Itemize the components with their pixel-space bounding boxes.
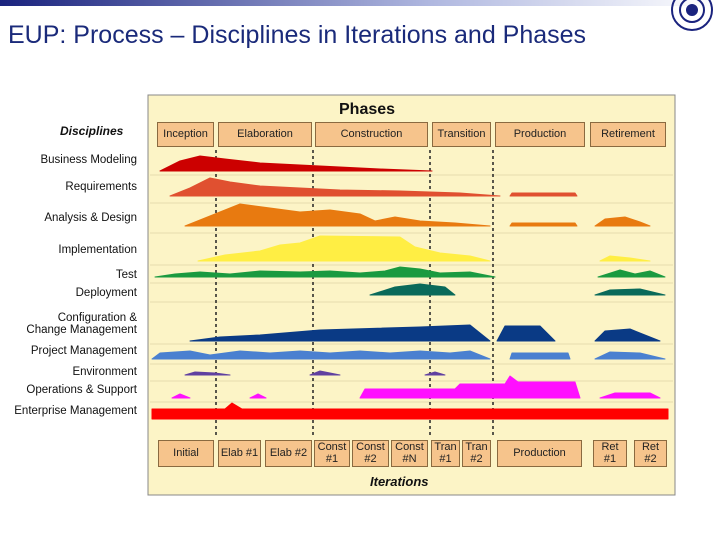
workload-shape — [249, 393, 267, 399]
workload-shape — [151, 350, 491, 360]
workload-shape — [184, 203, 491, 227]
iteration-box: Const #1 — [314, 440, 350, 467]
phase-box: Inception — [157, 122, 214, 147]
workload-shape — [594, 288, 666, 296]
workload-shape — [599, 392, 661, 399]
workload-shape — [309, 370, 341, 376]
workload-shape — [597, 269, 666, 278]
discipline-label: Enterprise Management — [14, 404, 137, 417]
workload-shape — [151, 402, 669, 420]
slide-title: EUP: Process – Disciplines in Iterations… — [8, 21, 587, 49]
iteration-box: Elab #1 — [218, 440, 261, 467]
discipline-label: Analysis & Design — [44, 211, 137, 224]
discipline-label: Configuration & Change Management — [26, 311, 137, 336]
logo — [671, 0, 713, 31]
workload-shape — [159, 155, 433, 172]
workload-shape — [594, 328, 661, 342]
phases-label: Phases — [339, 101, 396, 118]
iteration-box: Initial — [158, 440, 214, 467]
iteration-box: Const #2 — [352, 440, 389, 467]
discipline-label: Environment — [72, 365, 137, 378]
workload-shape — [197, 235, 491, 262]
discipline-label: Business Modeling — [40, 153, 137, 166]
workload-shape — [509, 192, 578, 197]
workload-shape — [184, 371, 231, 376]
discipline-label: Test — [115, 268, 137, 281]
discipline-label: Project Management — [30, 344, 137, 357]
workload-shape — [599, 255, 651, 262]
disciplines-label: Disciplines — [60, 124, 124, 138]
workload-shape — [359, 375, 581, 399]
workload-shape — [369, 283, 456, 296]
workload-shape — [171, 393, 191, 399]
workload-shape — [154, 266, 496, 278]
iteration-box: Ret #1 — [593, 440, 627, 467]
workload-shape — [496, 325, 556, 342]
workload-shape — [509, 222, 578, 227]
iteration-box: Tran #2 — [462, 440, 491, 467]
workload-shape — [189, 324, 491, 342]
phase-box: Transition — [432, 122, 491, 147]
iteration-box: Production — [497, 440, 582, 467]
phase-box: Production — [495, 122, 585, 147]
top-bar — [0, 0, 720, 6]
iteration-box: Ret #2 — [634, 440, 667, 467]
workload-shape — [424, 371, 446, 376]
iteration-box: Tran #1 — [431, 440, 460, 467]
iterations-label: Iterations — [370, 474, 429, 489]
discipline-label: Implementation — [58, 243, 137, 256]
discipline-label: Operations & Support — [26, 383, 137, 396]
phase-box: Construction — [315, 122, 428, 147]
workload-shape — [509, 352, 571, 360]
phase-box: Elaboration — [218, 122, 312, 147]
iteration-box: Const #N — [391, 440, 428, 467]
workload-shape — [594, 351, 666, 360]
discipline-label: Requirements — [65, 180, 137, 193]
discipline-label: Deployment — [75, 286, 137, 299]
iteration-box: Elab #2 — [265, 440, 312, 467]
workload-shape — [169, 177, 501, 197]
workload-shape — [594, 216, 651, 227]
phase-box: Retirement — [590, 122, 666, 147]
